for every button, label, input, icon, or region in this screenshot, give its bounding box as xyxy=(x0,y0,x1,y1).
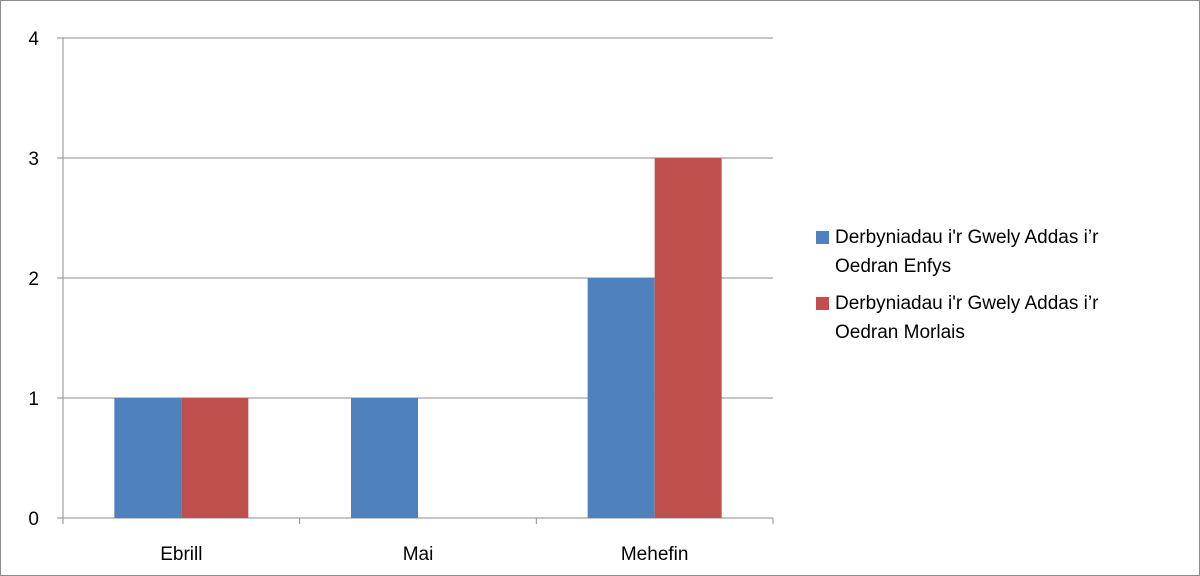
chart-legend: Derbyniadau i'r Gwely Addas i’r Oedran E… xyxy=(816,223,1176,355)
x-tick-label-mehefin: Mehefin xyxy=(621,544,689,565)
legend-swatch-series-1 xyxy=(816,231,829,244)
legend-swatch-series-2 xyxy=(816,297,829,310)
legend-label-series-2: Derbyniadau i'r Gwely Addas i’r Oedran M… xyxy=(835,293,1099,343)
bar-ebrill-series-1 xyxy=(114,398,182,518)
legend-label-series-1: Derbyniadau i'r Gwely Addas i’r Oedran E… xyxy=(835,227,1099,277)
bar-mai-series-1 xyxy=(351,398,418,518)
y-tick-label: 1 xyxy=(28,389,39,410)
legend-item-series-1: Derbyniadau i'r Gwely Addas i’r Oedran E… xyxy=(816,223,1176,281)
legend-item-series-2: Derbyniadau i'r Gwely Addas i’r Oedran M… xyxy=(816,289,1176,347)
bar-mehefin-series-1 xyxy=(587,278,655,518)
x-tick-label-mai: Mai xyxy=(403,544,434,565)
bar-mehefin-series-2 xyxy=(654,158,722,518)
y-tick-label: 3 xyxy=(28,149,39,170)
y-tick-label: 2 xyxy=(28,269,39,290)
bar-ebrill-series-2 xyxy=(181,398,249,518)
y-tick-label: 4 xyxy=(28,29,39,50)
y-tick-label: 0 xyxy=(28,509,39,530)
x-tick-label-ebrill: Ebrill xyxy=(160,544,202,565)
